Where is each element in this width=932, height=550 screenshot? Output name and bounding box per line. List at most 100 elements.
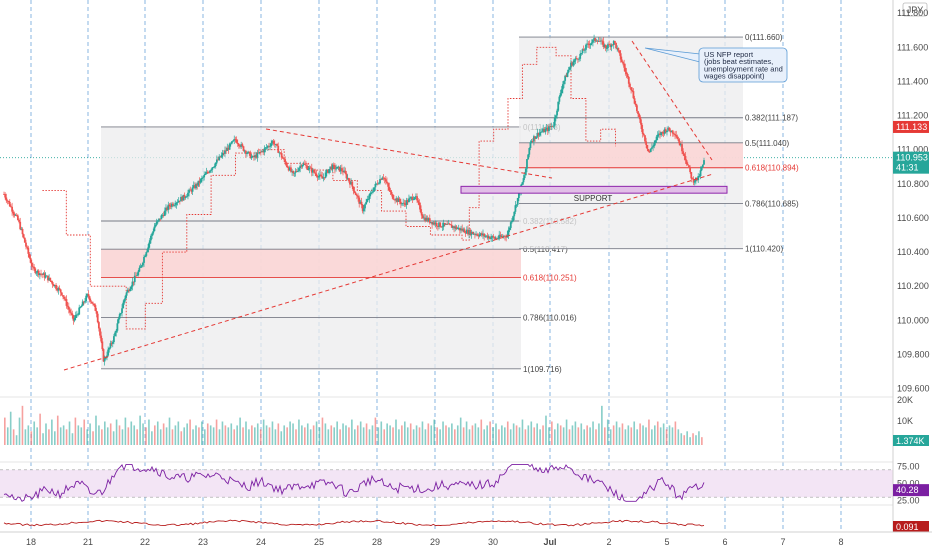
volume-bar [624, 429, 627, 445]
candle-body [234, 139, 237, 140]
volume-bar [324, 423, 327, 445]
candle-body [11, 206, 13, 212]
candle-body [677, 139, 680, 142]
candle-body [560, 89, 563, 94]
candle-body [131, 281, 134, 287]
volume-bar [227, 427, 230, 445]
candle-body [561, 84, 564, 90]
candle-body [147, 243, 150, 249]
candle-body [329, 166, 332, 170]
candle-body [148, 240, 151, 244]
candle-body [593, 38, 595, 40]
candle-body [502, 235, 505, 237]
candle-body [57, 288, 60, 291]
volume-bar [668, 425, 671, 445]
candle-body [647, 149, 650, 152]
candle-body [271, 141, 274, 144]
volume-bar [192, 429, 194, 445]
price-tick-label: 111.400 [897, 76, 928, 86]
candle-body [277, 145, 280, 153]
candle-body [701, 164, 704, 168]
candle-body [492, 236, 495, 238]
candle-body [99, 328, 101, 336]
candle-body [663, 129, 666, 134]
candle-body [361, 205, 364, 212]
candle-body [40, 273, 42, 275]
volume-bar [271, 421, 274, 445]
volume-bar [304, 427, 306, 445]
candle-body [30, 262, 33, 267]
annotation-line: wages disappoint) [703, 72, 765, 81]
volume-bar [283, 425, 286, 445]
volume-bar [574, 421, 577, 445]
candle-body [353, 190, 356, 193]
candle-body [576, 58, 579, 60]
candle-body [95, 310, 98, 314]
candle-body [416, 196, 418, 201]
candle-body [454, 226, 457, 229]
candle-body [122, 302, 125, 309]
candle-body [155, 221, 158, 225]
candle-body [522, 178, 525, 183]
candle-body [427, 218, 430, 222]
candle-body [551, 125, 554, 127]
candle-body [144, 255, 147, 258]
candle-body [440, 226, 443, 228]
candle-body [6, 200, 9, 202]
volume-bar [45, 423, 47, 445]
volume-bar [677, 429, 680, 445]
volume-bar [648, 419, 650, 445]
volume-bar [277, 423, 280, 445]
candle-body [207, 172, 210, 174]
candle-body [312, 169, 314, 173]
volume-bar [71, 433, 74, 445]
time-tick-label: 29 [430, 537, 440, 547]
candle-body [514, 205, 517, 212]
candle-body [59, 289, 62, 293]
candle-body [191, 187, 194, 192]
candle-body [200, 177, 203, 180]
volume-bar [545, 415, 547, 445]
candle-body [204, 173, 207, 175]
candle-body [617, 48, 620, 51]
volume-bar [392, 427, 394, 445]
candle-body [77, 314, 79, 316]
candle-body [224, 150, 226, 154]
candle-body [581, 49, 584, 54]
candle-body [564, 75, 567, 81]
candle-body [573, 60, 576, 63]
candle-body [493, 237, 496, 239]
candle-body [63, 296, 66, 299]
time-tick-label: 5 [664, 537, 669, 547]
candle-body [250, 156, 253, 159]
candle-body [597, 41, 600, 42]
candle-body [633, 98, 636, 104]
candle-body [32, 266, 34, 268]
candle-body [173, 204, 175, 206]
candle-body [439, 222, 442, 227]
candle-body [279, 152, 282, 154]
candle-body [498, 234, 501, 239]
candle-body [499, 234, 502, 237]
candle-body [221, 152, 224, 156]
candle-body [347, 178, 350, 181]
candle-body [391, 194, 394, 199]
volume-bar [430, 425, 433, 445]
volume-bar [439, 429, 441, 445]
volume-bar [92, 431, 94, 445]
volume-bar [65, 429, 68, 445]
candle-body [474, 233, 476, 235]
candle-body [630, 87, 633, 91]
candle-body [555, 115, 557, 118]
candle-body [693, 181, 696, 183]
candle-body [527, 154, 530, 160]
candle-body [494, 238, 497, 240]
volume-bar [142, 423, 144, 445]
candle-body [424, 217, 427, 222]
candle-body [211, 167, 214, 170]
candle-body [545, 127, 548, 130]
candle-body [449, 224, 452, 226]
candle-body [72, 315, 75, 321]
volume-bar [295, 429, 297, 445]
